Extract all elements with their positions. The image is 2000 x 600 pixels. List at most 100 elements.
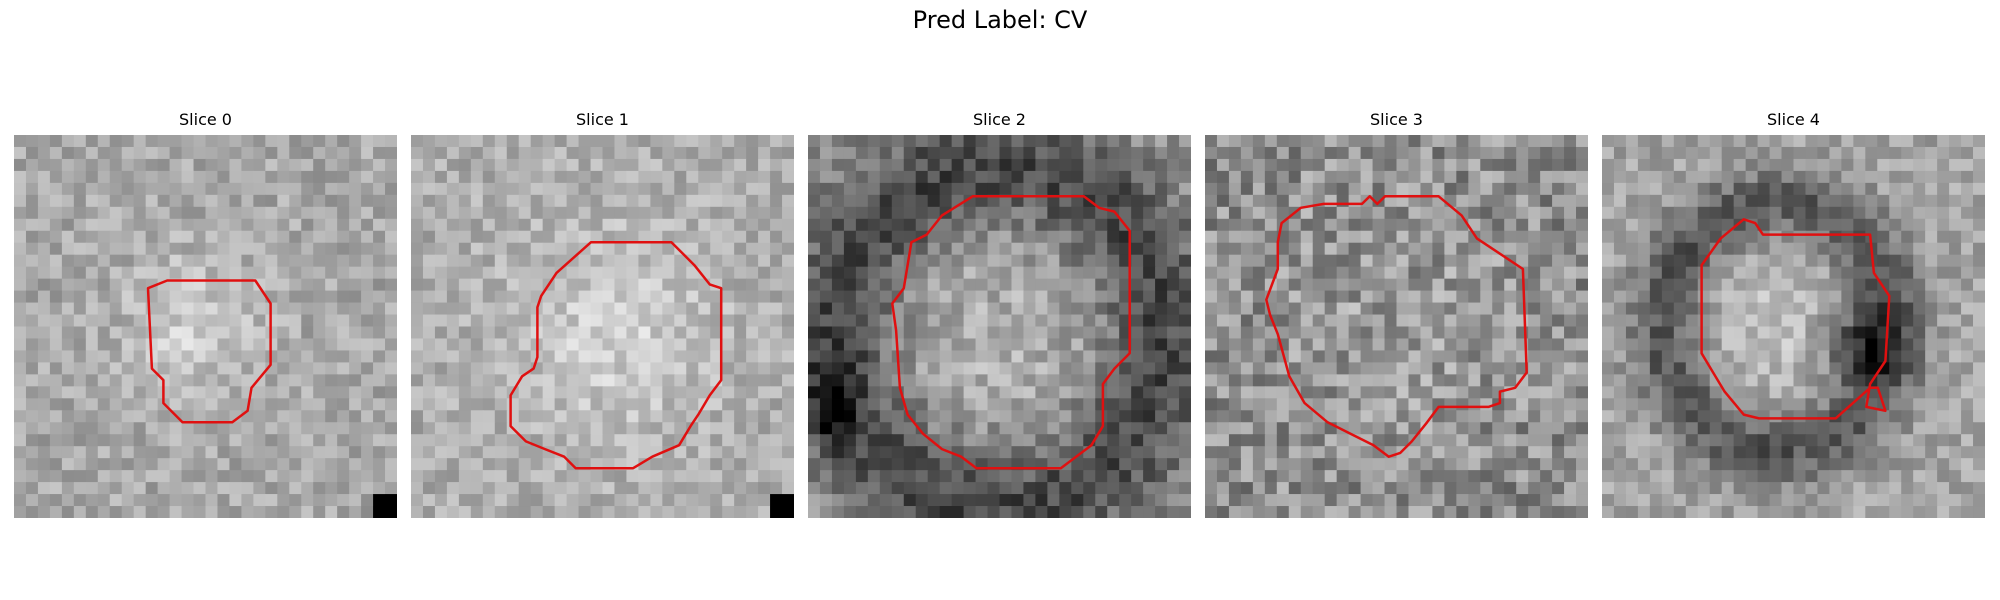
image-pixel xyxy=(927,182,941,196)
image-pixel xyxy=(446,266,460,280)
image-pixel xyxy=(891,494,905,507)
image-pixel xyxy=(241,302,254,316)
image-pixel xyxy=(686,206,699,220)
image-pixel xyxy=(1973,398,1985,411)
image-pixel xyxy=(1456,398,1469,411)
image-pixel xyxy=(1925,194,1938,208)
image-pixel xyxy=(73,266,87,280)
image-pixel xyxy=(1420,254,1434,268)
image-pixel xyxy=(1444,494,1457,507)
image-pixel xyxy=(1913,386,1926,399)
image-pixel xyxy=(1324,158,1338,172)
image-pixel xyxy=(1011,242,1025,256)
image-pixel xyxy=(1143,482,1156,495)
image-pixel xyxy=(1035,254,1048,268)
image-pixel xyxy=(1059,362,1072,375)
image-pixel xyxy=(734,218,747,232)
image-pixel xyxy=(217,135,231,148)
image-pixel xyxy=(1408,326,1422,340)
image-pixel xyxy=(470,314,484,328)
image-pixel xyxy=(1107,434,1120,447)
image-pixel xyxy=(758,302,771,316)
image-pixel xyxy=(1480,218,1493,232)
image-pixel xyxy=(1528,470,1541,483)
image-pixel xyxy=(313,170,326,184)
image-pixel xyxy=(470,386,484,399)
image-pixel xyxy=(313,422,326,435)
image-pixel xyxy=(1396,446,1410,459)
image-pixel xyxy=(1216,506,1230,518)
image-pixel xyxy=(337,494,350,507)
image-pixel xyxy=(61,158,75,172)
image-pixel xyxy=(530,494,544,507)
image-pixel xyxy=(530,374,544,387)
image-pixel xyxy=(411,446,424,459)
image-pixel xyxy=(518,446,532,459)
image-pixel xyxy=(205,326,219,340)
image-pixel xyxy=(61,386,75,399)
image-pixel xyxy=(1637,182,1651,196)
image-pixel xyxy=(1913,194,1926,208)
image-pixel xyxy=(1613,182,1627,196)
image-pixel xyxy=(698,158,711,172)
image-pixel xyxy=(241,362,254,375)
image-pixel xyxy=(722,506,735,518)
image-pixel xyxy=(1889,386,1902,399)
image-pixel xyxy=(458,434,472,447)
image-pixel xyxy=(1131,158,1144,172)
image-pixel xyxy=(313,278,326,292)
image-pixel xyxy=(494,338,508,352)
image-pixel xyxy=(1348,314,1362,328)
image-pixel xyxy=(1372,278,1386,292)
image-pixel xyxy=(554,302,568,316)
image-pixel xyxy=(1769,446,1783,459)
image-pixel xyxy=(782,314,794,328)
image-pixel xyxy=(1107,194,1120,208)
image-pixel xyxy=(578,146,592,160)
image-pixel xyxy=(951,470,965,483)
image-pixel xyxy=(25,446,39,459)
image-pixel xyxy=(1492,290,1505,304)
image-pixel xyxy=(1602,422,1615,435)
image-pixel xyxy=(1613,326,1627,340)
image-pixel xyxy=(542,362,556,375)
image-pixel xyxy=(289,242,302,256)
image-pixel xyxy=(1781,434,1795,447)
image-pixel xyxy=(482,278,496,292)
image-pixel xyxy=(1396,314,1410,328)
image-pixel xyxy=(710,242,723,256)
image-pixel xyxy=(277,242,290,256)
image-pixel xyxy=(411,278,424,292)
image-pixel xyxy=(253,470,266,483)
image-pixel xyxy=(1396,135,1410,148)
image-pixel xyxy=(879,194,893,208)
image-pixel xyxy=(1011,326,1025,340)
image-pixel xyxy=(1083,470,1096,483)
image-pixel xyxy=(301,266,314,280)
image-pixel xyxy=(614,398,628,411)
image-pixel xyxy=(482,482,496,495)
image-pixel xyxy=(1059,206,1072,220)
image-pixel xyxy=(1865,350,1878,364)
image-pixel xyxy=(903,458,917,471)
image-pixel xyxy=(808,194,821,208)
image-pixel xyxy=(590,482,604,495)
image-pixel xyxy=(1240,206,1254,220)
image-pixel xyxy=(49,362,63,375)
image-pixel xyxy=(411,206,424,220)
image-pixel xyxy=(1456,135,1469,148)
image-pixel xyxy=(1949,218,1962,232)
image-pixel xyxy=(494,170,508,184)
image-pixel xyxy=(1564,242,1577,256)
image-pixel xyxy=(1011,362,1025,375)
image-pixel xyxy=(97,422,111,435)
image-pixel xyxy=(109,218,123,232)
image-pixel xyxy=(411,350,424,364)
image-pixel xyxy=(999,434,1013,447)
image-pixel xyxy=(157,422,171,435)
image-pixel xyxy=(1071,470,1084,483)
image-pixel xyxy=(831,182,845,196)
image-pixel xyxy=(1552,254,1565,268)
image-pixel xyxy=(903,302,917,316)
image-pixel xyxy=(482,242,496,256)
